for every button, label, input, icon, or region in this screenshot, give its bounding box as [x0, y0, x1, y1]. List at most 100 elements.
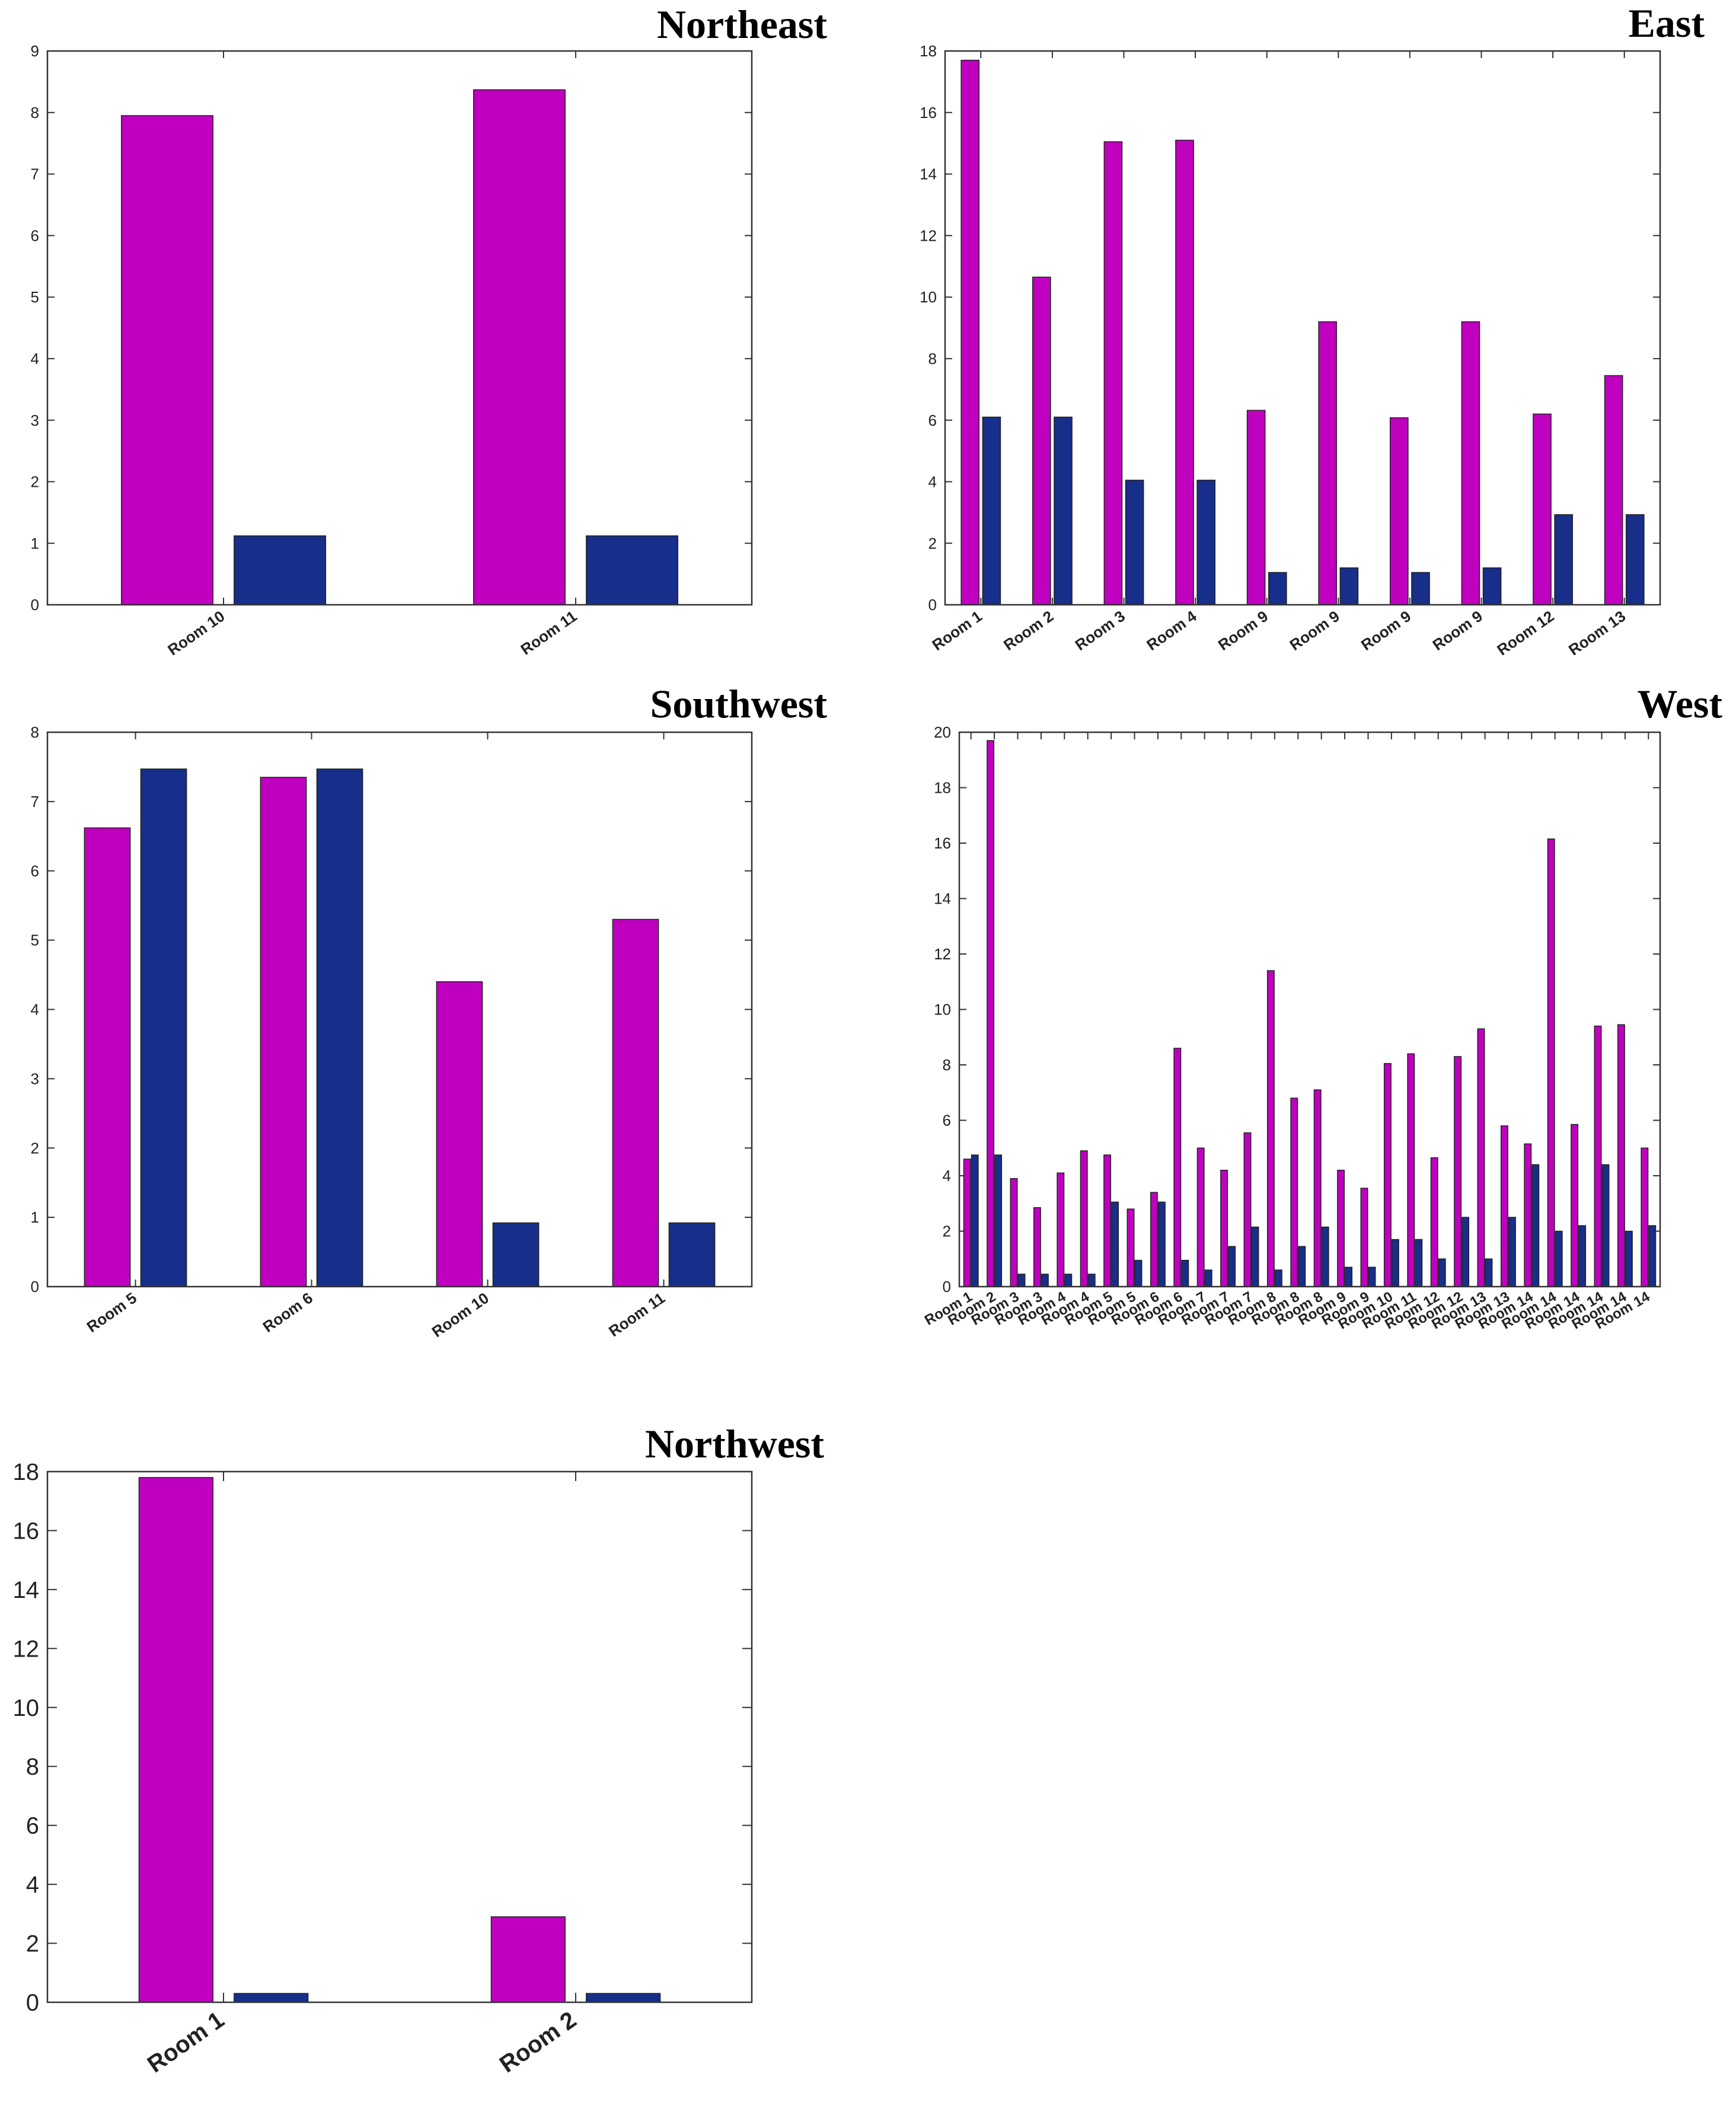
plot-frame [46, 50, 753, 606]
bar-series-b [234, 535, 327, 605]
y-tick-label: 16 [934, 834, 951, 852]
bar-series-a [1477, 1028, 1485, 1287]
bar-series-b [1041, 1274, 1049, 1287]
bar-series-b [1625, 514, 1645, 605]
bar-series-a [1641, 1147, 1649, 1287]
plot-frame [46, 1470, 753, 2003]
y-tick-label: 20 [934, 723, 951, 741]
y-tick-label: 12 [13, 1636, 40, 1662]
x-tick-label: Room 6 [260, 1289, 316, 1336]
bar-series-b [1531, 1164, 1540, 1287]
chart-title: East [1629, 1, 1705, 46]
bar-series-b [1339, 567, 1359, 605]
y-tick-label: 10 [920, 288, 937, 306]
x-tick-label: Room 4 [1143, 607, 1200, 654]
y-tick-label: 6 [31, 226, 39, 244]
bar-series-a [1057, 1172, 1065, 1287]
x-tick-label: Room 9 [1429, 607, 1486, 654]
bar-series-a [1547, 838, 1555, 1287]
bar-series-a [1500, 1125, 1508, 1287]
bar-series-b [1578, 1225, 1587, 1287]
y-tick-label: 8 [31, 104, 39, 122]
y-tick-label: 4 [31, 350, 39, 368]
y-tick-label: 12 [920, 226, 937, 244]
bar-series-b [1321, 1226, 1329, 1287]
bar-series-b [1054, 416, 1073, 605]
y-tick-label: 1 [31, 534, 39, 552]
bar-series-a [1290, 1097, 1298, 1287]
bar-series-a [1454, 1056, 1462, 1287]
y-tick-label: 6 [928, 411, 937, 429]
bar-series-b [1017, 1274, 1026, 1287]
bar-series-b [234, 1993, 309, 2003]
bar-series-a [612, 918, 659, 1287]
y-tick-label: 5 [31, 288, 39, 306]
bar-series-a [1196, 1147, 1205, 1287]
y-tick-label: 4 [26, 1872, 39, 1898]
chart-title: Southwest [650, 681, 828, 726]
bar-series-a [436, 981, 483, 1287]
bar-series-b [586, 1993, 661, 2003]
y-tick-label: 18 [13, 1459, 40, 1485]
y-tick-label: 7 [31, 165, 39, 183]
chart-title: West [1637, 681, 1722, 726]
bar-series-a [960, 59, 980, 605]
bar-series-b [982, 416, 1001, 605]
y-tick-label: 8 [31, 723, 39, 741]
y-tick-label: 4 [943, 1167, 951, 1185]
bar-series-a [1313, 1089, 1322, 1287]
bar-series-a [490, 1916, 566, 2003]
bar-series-a [84, 827, 131, 1287]
bar-series-a [1127, 1208, 1135, 1287]
y-tick-label: 6 [31, 862, 39, 880]
bar-series-b [1415, 1239, 1423, 1287]
bar-series-b [1087, 1274, 1096, 1287]
y-tick-label: 8 [928, 350, 937, 368]
bar-series-a [1571, 1124, 1579, 1287]
x-tick-label: Room 9 [1286, 607, 1342, 654]
bar-series-a [987, 740, 995, 1287]
y-tick-label: 2 [26, 1931, 39, 1957]
y-tick-label: 3 [31, 411, 39, 429]
x-tick-label: Room 5 [84, 1289, 140, 1336]
y-tick-label: 2 [928, 534, 937, 552]
plot-frame [944, 50, 1661, 606]
bar-series-b [1555, 1230, 1563, 1287]
bar-series-b [1438, 1258, 1446, 1287]
y-tick-label: 12 [934, 945, 951, 963]
x-tick-label: Room 11 [517, 607, 580, 659]
bar-series-b [1461, 1217, 1470, 1287]
y-tick-label: 10 [13, 1695, 40, 1721]
bar-series-a [1383, 1063, 1392, 1287]
y-tick-label: 2 [31, 1139, 39, 1157]
y-tick-label: 4 [928, 473, 937, 491]
bar-series-b [1064, 1274, 1073, 1287]
bar-series-a [1243, 1132, 1252, 1287]
bar-series-b [1625, 1230, 1633, 1287]
y-tick-label: 9 [31, 42, 39, 60]
y-tick-label: 14 [934, 890, 951, 908]
bar-series-b [140, 768, 187, 1287]
y-tick-label: 7 [31, 793, 39, 811]
x-tick-label: Room 10 [164, 607, 228, 659]
chart-southwest: Southwest 0 1 2 3 4 5 6 7 8 Room 5 Room 6 Room 10 Roo… [31, 681, 828, 1341]
bar-series-b [586, 535, 679, 605]
bar-series-b [1298, 1246, 1306, 1287]
x-tick-label: Room 9 [1358, 607, 1414, 654]
bar-series-a [1533, 413, 1552, 605]
bar-series-a [1080, 1150, 1088, 1287]
bar-series-a [120, 115, 213, 605]
bar-series-b [1134, 1259, 1143, 1287]
y-tick-label: 6 [26, 1813, 39, 1839]
bar-series-a [138, 1477, 213, 2003]
y-tick-label: 8 [943, 1056, 951, 1074]
y-tick-label: 6 [943, 1112, 951, 1130]
y-tick-label: 2 [943, 1223, 951, 1240]
y-tick-label: 0 [31, 596, 39, 614]
bar-series-a [473, 89, 566, 605]
bar-series-b [1228, 1246, 1236, 1287]
bar-series-a [1033, 1207, 1041, 1287]
bar-series-a [1407, 1053, 1415, 1287]
chart-northeast: Northeast 0 1 2 3 4 5 6 7 8 9 Room 10 Room 11 [31, 2, 828, 659]
